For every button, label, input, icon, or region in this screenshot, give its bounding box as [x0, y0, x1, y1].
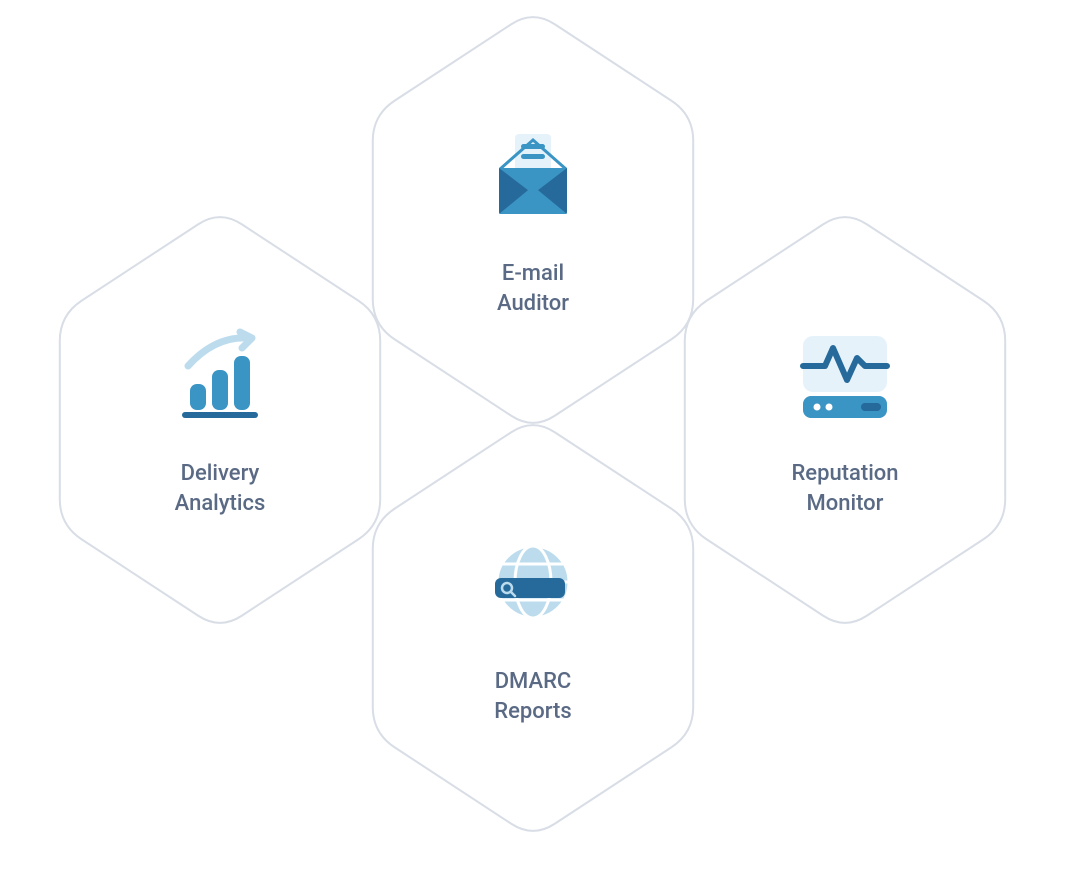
hex-label-dmarc-reports: DMARC Reports	[494, 667, 571, 726]
hex-label-reputation-monitor: Reputation Monitor	[791, 459, 898, 518]
hex-dmarc-reports: DMARC Reports	[348, 418, 718, 838]
bar-chart-arrow-icon	[165, 321, 275, 431]
envelope-open-icon	[478, 121, 588, 231]
diagram-stage: E-mail Auditor Delivery Analytics Reputa…	[0, 0, 1066, 870]
hex-label-delivery-analytics: Delivery Analytics	[175, 459, 266, 518]
heartbeat-monitor-icon	[790, 321, 900, 431]
globe-search-icon	[478, 529, 588, 639]
hex-label-email-auditor: E-mail Auditor	[497, 259, 569, 318]
